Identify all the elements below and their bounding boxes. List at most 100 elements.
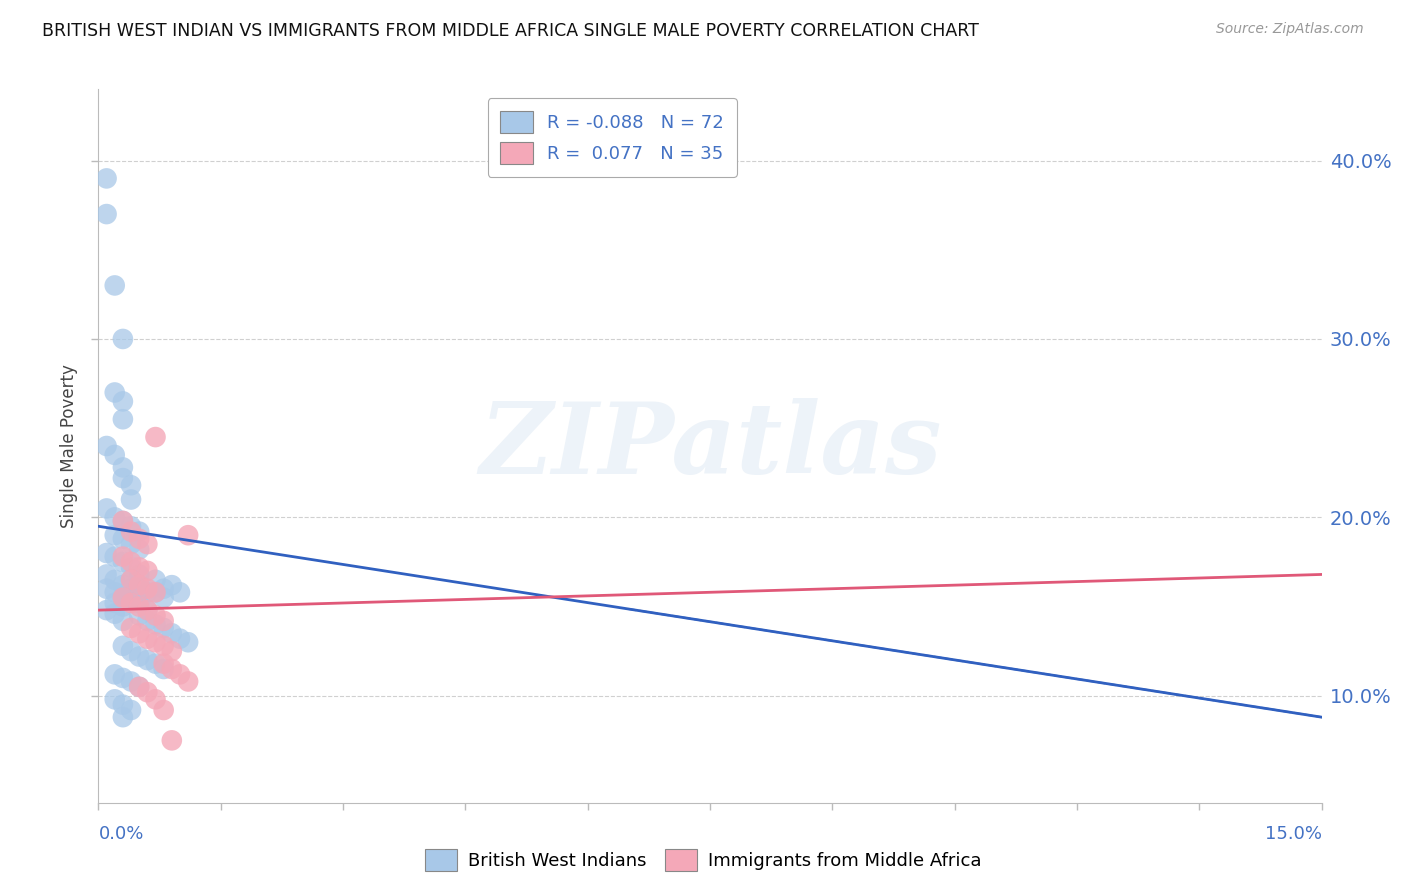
Point [96, 582, 118, 596]
Point [145, 608, 167, 623]
Point [160, 644, 183, 658]
Point [111, 332, 134, 346]
Point [104, 448, 127, 462]
Point [128, 585, 150, 599]
Point [120, 560, 142, 574]
Point [145, 692, 167, 706]
Point [128, 560, 150, 574]
Point [136, 614, 159, 628]
Point [104, 692, 127, 706]
Point [152, 703, 174, 717]
Point [136, 653, 159, 667]
Point [152, 621, 174, 635]
Point [120, 492, 142, 507]
Point [160, 662, 183, 676]
Point [111, 698, 134, 712]
Point [169, 632, 191, 646]
Point [104, 573, 127, 587]
Point [96, 567, 118, 582]
Point [145, 430, 167, 444]
Point [136, 603, 159, 617]
Text: Source: ZipAtlas.com: Source: ZipAtlas.com [1216, 22, 1364, 37]
Point [152, 582, 174, 596]
Point [145, 573, 167, 587]
Point [136, 632, 159, 646]
Point [120, 596, 142, 610]
Point [136, 585, 159, 599]
Point [104, 585, 127, 599]
Point [96, 171, 118, 186]
Point [120, 555, 142, 569]
Point [128, 626, 150, 640]
Point [145, 635, 167, 649]
Point [128, 680, 150, 694]
Point [136, 537, 159, 551]
Point [104, 385, 127, 400]
Point [111, 471, 134, 485]
Y-axis label: Single Male Poverty: Single Male Poverty [60, 364, 79, 528]
Point [145, 617, 167, 632]
Text: 15.0%: 15.0% [1264, 825, 1322, 843]
Point [145, 657, 167, 671]
Point [152, 639, 174, 653]
Point [120, 537, 142, 551]
Point [96, 439, 118, 453]
Point [111, 514, 134, 528]
Point [104, 510, 127, 524]
Point [136, 564, 159, 578]
Point [120, 703, 142, 717]
Point [128, 608, 150, 623]
Point [128, 578, 150, 592]
Point [169, 585, 191, 599]
Point [111, 591, 134, 605]
Legend: British West Indians, Immigrants from Middle Africa: British West Indians, Immigrants from Mi… [418, 842, 988, 879]
Point [177, 674, 200, 689]
Text: BRITISH WEST INDIAN VS IMMIGRANTS FROM MIDDLE AFRICA SINGLE MALE POVERTY CORRELA: BRITISH WEST INDIAN VS IMMIGRANTS FROM M… [42, 22, 979, 40]
Point [120, 621, 142, 635]
Point [169, 667, 191, 681]
Point [177, 635, 200, 649]
Point [111, 412, 134, 426]
Point [128, 524, 150, 539]
Point [104, 667, 127, 681]
Point [120, 591, 142, 605]
Point [160, 578, 183, 592]
Point [120, 582, 142, 596]
Point [120, 524, 142, 539]
Point [111, 710, 134, 724]
Point [111, 578, 134, 592]
Point [145, 585, 167, 599]
Point [111, 639, 134, 653]
Point [96, 207, 118, 221]
Point [111, 671, 134, 685]
Point [160, 733, 183, 747]
Point [96, 501, 118, 516]
Point [145, 585, 167, 599]
Point [111, 460, 134, 475]
Point [128, 578, 150, 592]
Point [120, 573, 142, 587]
Text: 0.0%: 0.0% [98, 825, 143, 843]
Point [96, 603, 118, 617]
Point [152, 657, 174, 671]
Point [111, 599, 134, 614]
Point [111, 514, 134, 528]
Point [104, 549, 127, 564]
Point [160, 626, 183, 640]
Point [128, 599, 150, 614]
Point [120, 573, 142, 587]
Point [128, 532, 150, 546]
Point [152, 614, 174, 628]
Point [152, 591, 174, 605]
Point [96, 546, 118, 560]
Point [120, 644, 142, 658]
Point [104, 607, 127, 621]
Text: ZIPatlas: ZIPatlas [479, 398, 941, 494]
Point [111, 549, 134, 564]
Point [128, 567, 150, 582]
Point [128, 649, 150, 664]
Point [136, 603, 159, 617]
Point [120, 674, 142, 689]
Point [111, 394, 134, 409]
Point [104, 528, 127, 542]
